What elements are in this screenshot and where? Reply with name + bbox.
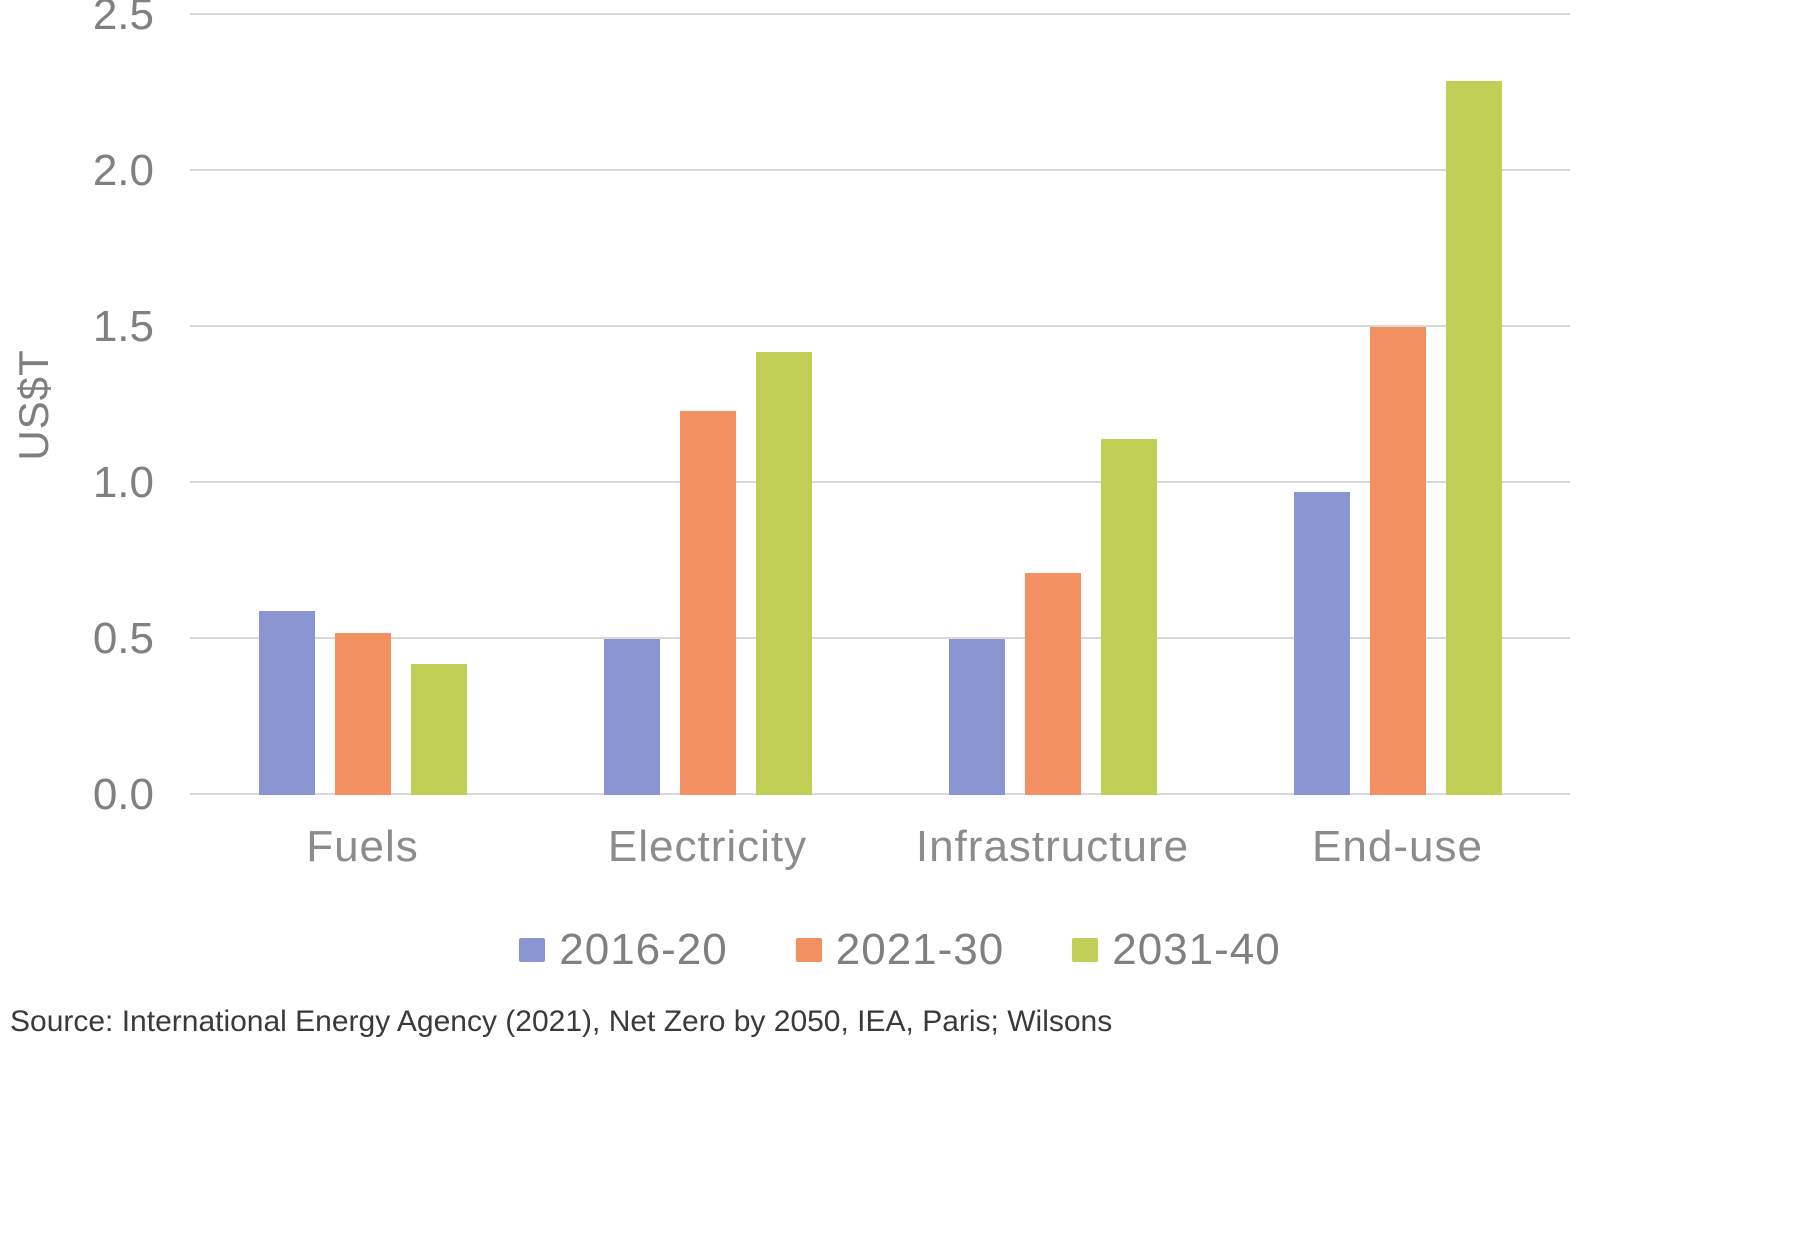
gridline: [190, 169, 1570, 171]
x-axis-label-electricity: Electricity: [607, 822, 808, 871]
bar-group-end-use: [1225, 15, 1570, 795]
legend-label-2021-30: 2021-30: [835, 925, 1005, 974]
x-axis-label-infrastructure: Infrastructure: [915, 822, 1190, 871]
legend-item-2021-30: 2021-30: [795, 925, 1005, 975]
bar-infrastructure-2021-30: [1024, 573, 1081, 795]
legend-label-2016-20: 2016-20: [559, 925, 728, 974]
bar-electricity-2016-20: [603, 639, 660, 795]
legend: 2016-20 2021-30 2031-40: [0, 925, 1800, 975]
legend-marker-2031-40: [1072, 938, 1099, 962]
y-tick-label: 0.5: [92, 614, 154, 663]
bar-group-infrastructure: [880, 15, 1225, 795]
bar-end-use-2021-30: [1369, 327, 1426, 795]
gridline: [190, 13, 1570, 15]
y-tick-label: 1.5: [92, 302, 154, 351]
x-axis-label-fuels: Fuels: [306, 822, 419, 871]
bar-end-use-2016-20: [1293, 492, 1350, 795]
legend-marker-2016-20: [519, 938, 546, 962]
bar-fuels-2016-20: [258, 610, 315, 795]
gridline: [190, 793, 1570, 795]
x-axis-label-end-use: End-use: [1312, 822, 1483, 871]
bar-electricity-2031-40: [755, 351, 812, 795]
legend-item-2016-20: 2016-20: [519, 925, 727, 975]
source-note: Source: International Energy Agency (202…: [10, 1005, 1113, 1038]
bar-infrastructure-2031-40: [1100, 439, 1157, 795]
legend-label-2031-40: 2031-40: [1112, 925, 1281, 974]
plot-area: [190, 13, 1570, 795]
bar-groups: [190, 15, 1570, 795]
gridline: [190, 637, 1570, 639]
bar-electricity-2021-30: [679, 411, 736, 795]
bar-end-use-2031-40: [1445, 80, 1502, 795]
y-tick-label: 2.5: [92, 0, 154, 39]
y-tick-label: 0.0: [92, 770, 154, 819]
x-axis-labels: Fuels Electricity Infrastructure End-use: [190, 822, 1570, 872]
gridline: [190, 481, 1570, 483]
bar-infrastructure-2016-20: [948, 639, 1005, 795]
bar-fuels-2021-30: [334, 632, 391, 795]
bar-group-electricity: [535, 15, 880, 795]
legend-marker-2021-30: [795, 938, 822, 962]
bar-group-fuels: [190, 15, 535, 795]
y-tick-label: 1.0: [92, 458, 154, 507]
legend-item-2031-40: 2031-40: [1072, 925, 1280, 975]
gridline: [190, 325, 1570, 327]
bar-fuels-2031-40: [410, 663, 467, 795]
y-axis-ticks: 0.0 0.5 1.0 1.5 2.0 2.5: [0, 0, 168, 817]
y-tick-label: 2.0: [92, 146, 154, 195]
